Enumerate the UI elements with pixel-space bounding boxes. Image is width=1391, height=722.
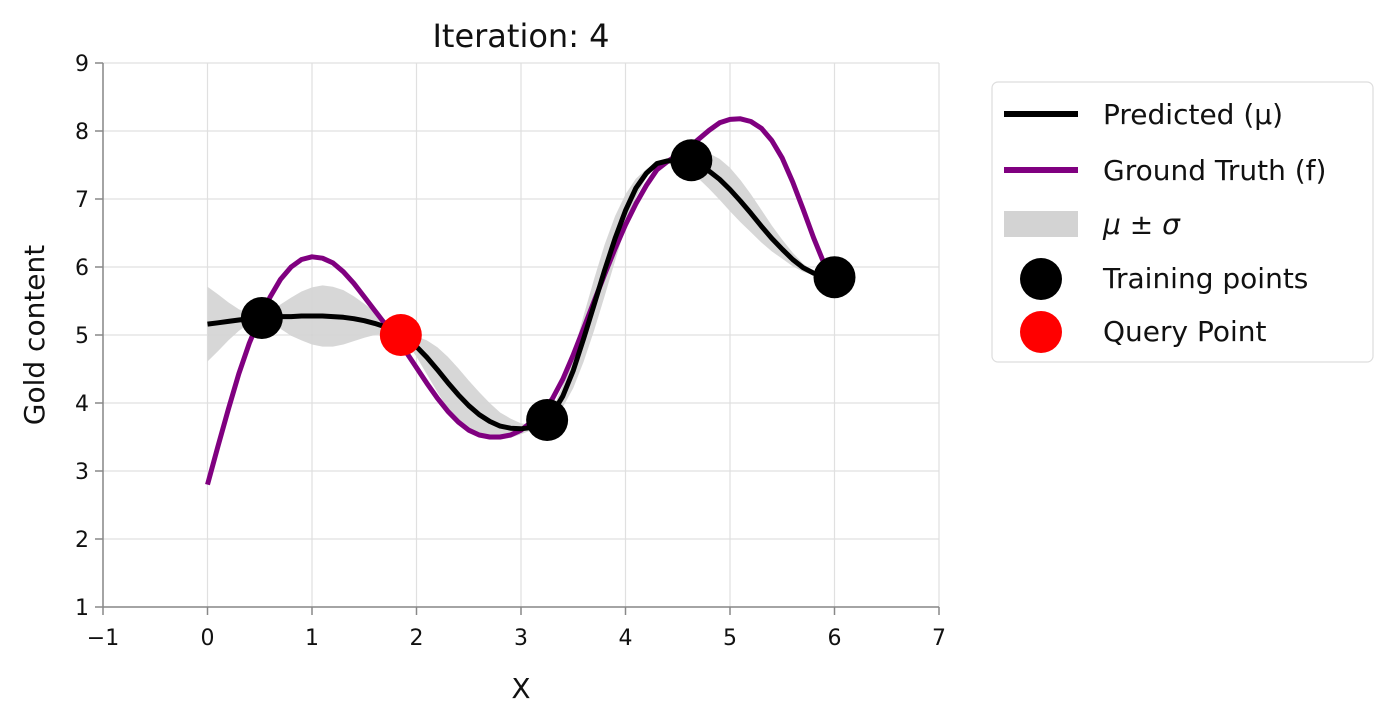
legend-frame bbox=[991, 81, 1374, 363]
query-points bbox=[379, 314, 422, 356]
plot-area bbox=[102, 62, 940, 608]
y-tick-label: 6 bbox=[75, 256, 89, 281]
legend-query-label: Query Point bbox=[1103, 315, 1267, 348]
legend-band-swatch bbox=[1004, 211, 1078, 237]
x-tick-label: 5 bbox=[723, 626, 737, 651]
grid bbox=[102, 62, 940, 608]
y-tick-label: 1 bbox=[75, 596, 89, 621]
x-tick-label: 6 bbox=[828, 626, 842, 651]
legend-query-marker bbox=[1020, 311, 1062, 353]
x-tick-label: 7 bbox=[932, 626, 946, 651]
x-tick-label: 1 bbox=[305, 626, 319, 651]
y-tick-label: 9 bbox=[75, 52, 89, 77]
y-ticks: 1 2 3 4 5 6 7 8 9 bbox=[75, 52, 103, 621]
x-tick-label: −1 bbox=[87, 626, 119, 651]
legend-training-label: Training points bbox=[1102, 262, 1308, 295]
training-point bbox=[813, 256, 856, 299]
chart-title: Iteration: 4 bbox=[432, 17, 609, 55]
training-point bbox=[526, 399, 569, 441]
y-tick-label: 3 bbox=[75, 460, 89, 485]
legend-ground-truth-label: Ground Truth (f) bbox=[1103, 154, 1326, 187]
y-tick-label: 2 bbox=[75, 528, 89, 553]
uncertainty-band bbox=[207, 151, 835, 440]
axes: −1 0 1 2 3 4 5 6 7 1 2 3 4 5 6 7 8 9 bbox=[75, 52, 946, 651]
y-axis-label: Gold content bbox=[18, 245, 51, 426]
y-tick-label: 4 bbox=[75, 392, 89, 417]
y-tick-label: 5 bbox=[75, 324, 89, 349]
legend-band-label: μ ± σ bbox=[1102, 208, 1181, 241]
legend: Predicted (μ) Ground Truth (f) μ ± σ Tra… bbox=[991, 81, 1374, 363]
y-tick-label: 8 bbox=[75, 120, 89, 145]
query-point bbox=[379, 314, 422, 356]
legend-training-marker bbox=[1020, 258, 1062, 300]
x-tick-label: 3 bbox=[514, 626, 528, 651]
legend-predicted-label: Predicted (μ) bbox=[1103, 98, 1283, 131]
x-ticks: −1 0 1 2 3 4 5 6 7 bbox=[87, 607, 946, 651]
x-tick-label: 4 bbox=[619, 626, 633, 651]
predicted-line bbox=[207, 158, 835, 432]
training-point bbox=[240, 297, 283, 339]
training-point bbox=[670, 139, 713, 182]
y-tick-label: 7 bbox=[75, 188, 89, 213]
training-points bbox=[240, 139, 856, 441]
x-tick-label: 2 bbox=[410, 626, 424, 651]
x-tick-label: 0 bbox=[201, 626, 215, 651]
x-axis-label: X bbox=[511, 672, 530, 705]
